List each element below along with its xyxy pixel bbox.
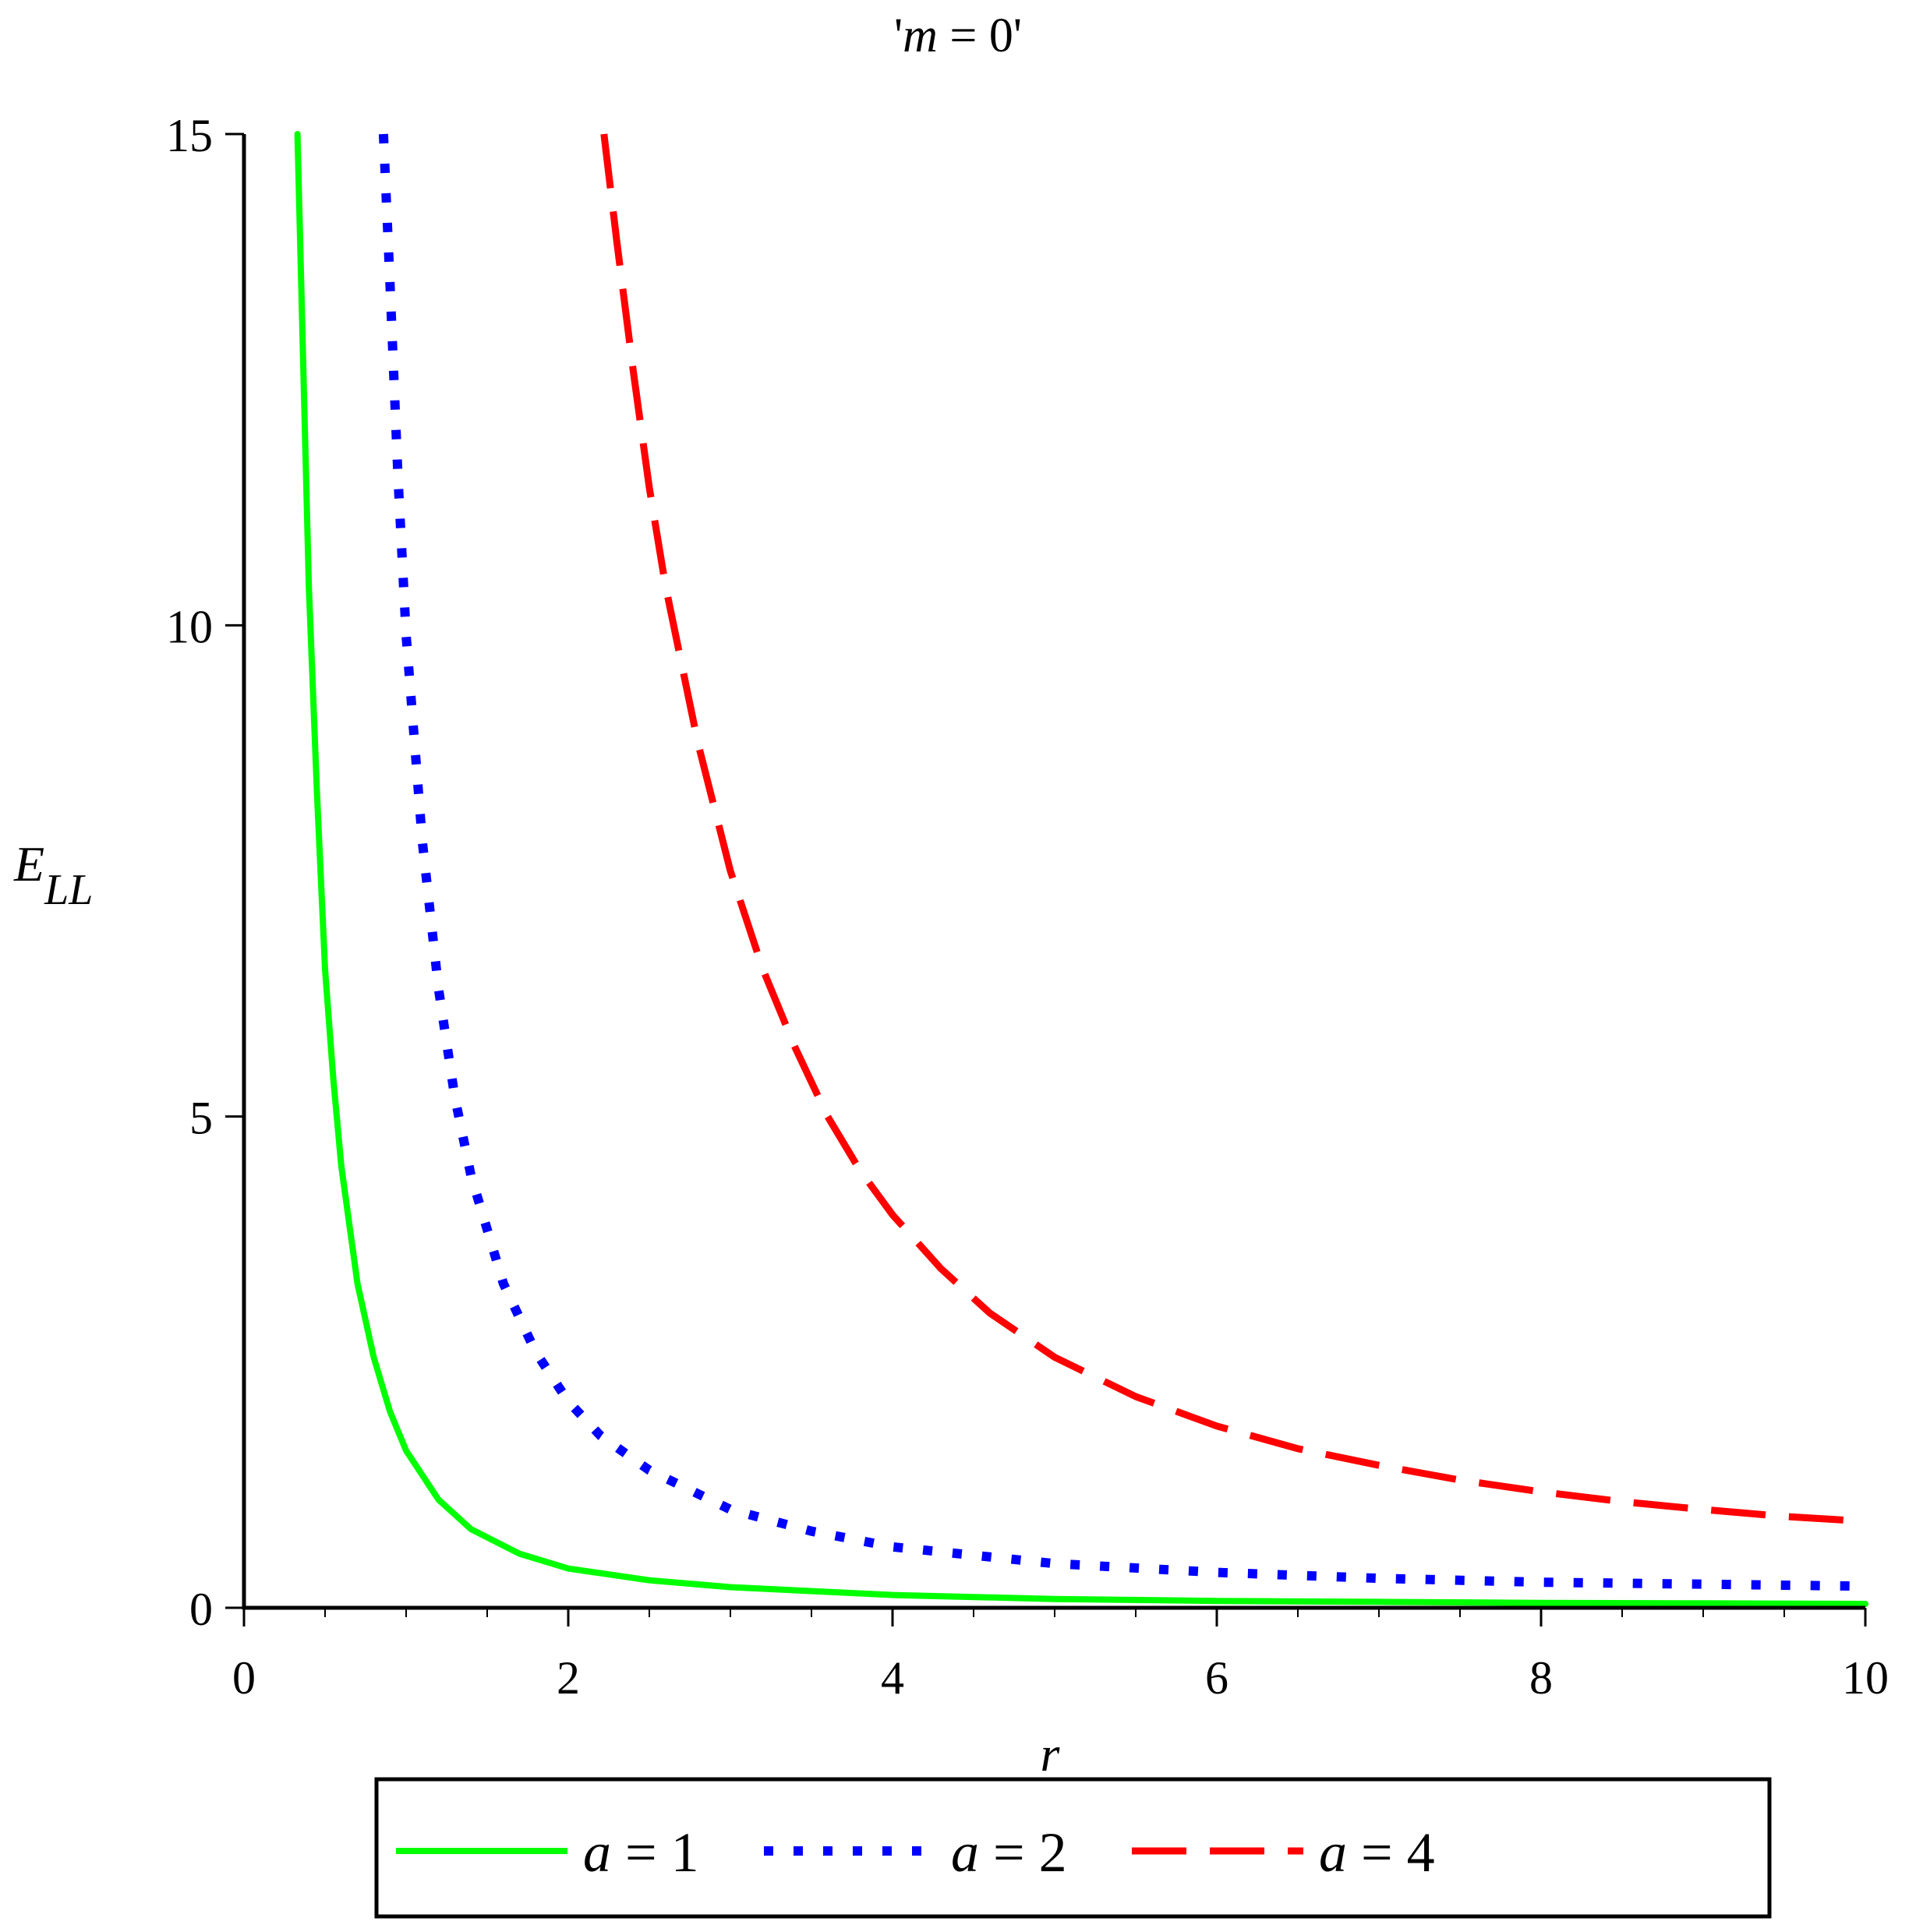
y-tick-label: 0 — [189, 1584, 213, 1635]
legend-label-a2: a = 2 — [951, 1821, 1067, 1884]
y-tick-label: 10 — [166, 601, 213, 652]
legend-label-a1: a = 1 — [583, 1821, 699, 1884]
y-tick-label: 5 — [189, 1093, 213, 1144]
x-tick-label: 2 — [557, 1652, 580, 1704]
series-line-a4 — [600, 133, 1866, 1525]
series-group — [294, 131, 1868, 1607]
y-axis-title: ELL — [13, 836, 93, 914]
chart-title: 'm = 0' — [894, 9, 1022, 62]
series-line-a1 — [294, 131, 1868, 1607]
legend-box — [374, 1777, 1772, 1919]
x-tick-label: 6 — [1205, 1652, 1228, 1704]
series-line-a2 — [378, 133, 1866, 1591]
ticks-group: 0 2 4 6 8 10 0 5 10 15 — [166, 110, 1889, 1704]
legend: a = 1 a = 2 a = 4 — [374, 1777, 1772, 1919]
legend-label-a4: a = 4 — [1319, 1821, 1435, 1884]
y-tick-label: 15 — [166, 110, 213, 161]
x-tick-label: 4 — [881, 1652, 904, 1704]
x-tick-label: 8 — [1529, 1652, 1553, 1704]
x-axis-title: r — [1041, 1726, 1061, 1782]
x-tick-label: 0 — [232, 1652, 256, 1704]
x-tick-label: 10 — [1842, 1652, 1889, 1704]
